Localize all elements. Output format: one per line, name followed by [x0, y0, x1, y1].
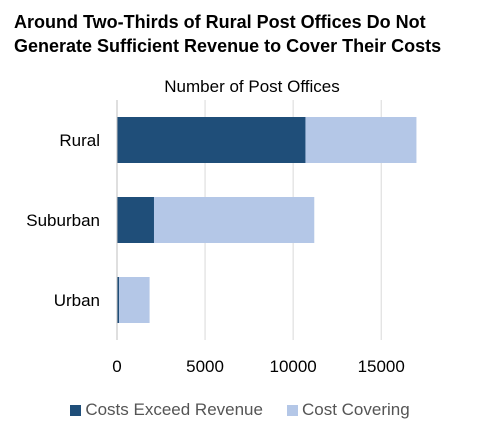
chart-title: Around Two-Thirds of Rural Post Offices … [14, 12, 442, 56]
legend: Costs Exceed Revenue Cost Covering [0, 400, 480, 420]
bar-urban-series-1 [119, 277, 150, 323]
category-label: Rural [59, 131, 100, 150]
category-label: Suburban [26, 211, 100, 230]
x-tick-label: 5000 [186, 357, 224, 376]
bar-suburban-series-0 [117, 197, 154, 243]
chart-subtitle: Number of Post Offices [164, 77, 340, 96]
legend-swatch-costs-exceed [70, 404, 82, 416]
legend-item-cost-covering: Cost Covering [286, 400, 410, 420]
category-label: Urban [54, 291, 100, 310]
bar-urban-series-0 [117, 277, 120, 323]
legend-label-costs-exceed: Costs Exceed Revenue [85, 400, 263, 419]
legend-label-cost-covering: Cost Covering [301, 400, 410, 419]
legend-swatch-cost-covering [286, 404, 298, 416]
x-tick-label: 15000 [358, 357, 405, 376]
bar-suburban-series-1 [153, 197, 315, 243]
x-tick-label: 10000 [269, 357, 316, 376]
bar-rural-series-1 [305, 117, 417, 163]
legend-item-costs-exceed: Costs Exceed Revenue [70, 400, 263, 420]
bar-rural-series-0 [117, 117, 306, 163]
x-tick-label: 0 [112, 357, 121, 376]
